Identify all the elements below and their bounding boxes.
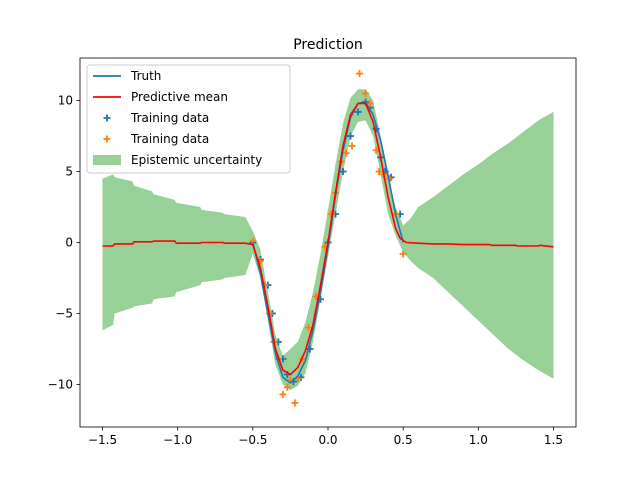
- training-point: [356, 70, 364, 78]
- y-tick-label: 0: [65, 236, 73, 250]
- training-point: [339, 168, 347, 176]
- training-point: [366, 99, 374, 107]
- plot-area: [102, 70, 554, 407]
- training-point: [291, 399, 299, 407]
- legend-label: Training data: [130, 111, 209, 125]
- legend-box: [86, 64, 291, 174]
- x-tick-label: −1.0: [163, 433, 192, 447]
- training-point: [348, 142, 356, 150]
- legend-patch-swatch: [93, 155, 121, 165]
- training-point: [342, 149, 350, 157]
- legend-label: Truth: [130, 69, 161, 83]
- y-tick-label: −10: [48, 377, 73, 391]
- training-point: [375, 168, 383, 176]
- x-tick-label: 1.0: [469, 433, 488, 447]
- axes: −1.5 −1.0 −0.5 0.0 0.5 1.0 1.5 −10 −5 0 5 10: [48, 57, 577, 447]
- legend-label: Epistemic uncertainty: [131, 153, 262, 167]
- y-tick-label: −5: [55, 306, 73, 320]
- legend-entry: Truth: [93, 69, 161, 83]
- x-tick-label: 1.5: [544, 433, 563, 447]
- legend-entry: Predictive mean: [93, 90, 228, 104]
- plot-content: [102, 70, 554, 407]
- x-tick-label: −1.5: [88, 433, 117, 447]
- legend-entry: Training data: [103, 111, 209, 125]
- legend-marker-swatch: [103, 114, 111, 122]
- training-point: [283, 383, 291, 391]
- training-point: [399, 250, 407, 258]
- x-tick-label: 0.5: [394, 433, 413, 447]
- training-point: [347, 132, 355, 140]
- training-point: [354, 108, 362, 116]
- predictive-mean-line: [102, 102, 554, 376]
- training-point: [362, 89, 370, 97]
- chart-title: Prediction: [293, 37, 363, 53]
- legend: Truth Predictive mean Training data Trainin…: [86, 64, 291, 174]
- legend-label: Training data: [130, 132, 209, 146]
- legend-marker-swatch: [103, 135, 111, 143]
- y-tick-label: 5: [65, 165, 73, 179]
- y-tick-label: 10: [58, 94, 73, 108]
- training-point: [304, 324, 312, 332]
- x-tick-label: 0.0: [318, 433, 337, 447]
- legend-entry: Training data: [103, 132, 209, 146]
- x-tick-label: −0.5: [238, 433, 267, 447]
- legend-label: Predictive mean: [131, 90, 228, 104]
- training-point: [279, 390, 287, 398]
- legend-entry: Epistemic uncertainty: [93, 153, 262, 167]
